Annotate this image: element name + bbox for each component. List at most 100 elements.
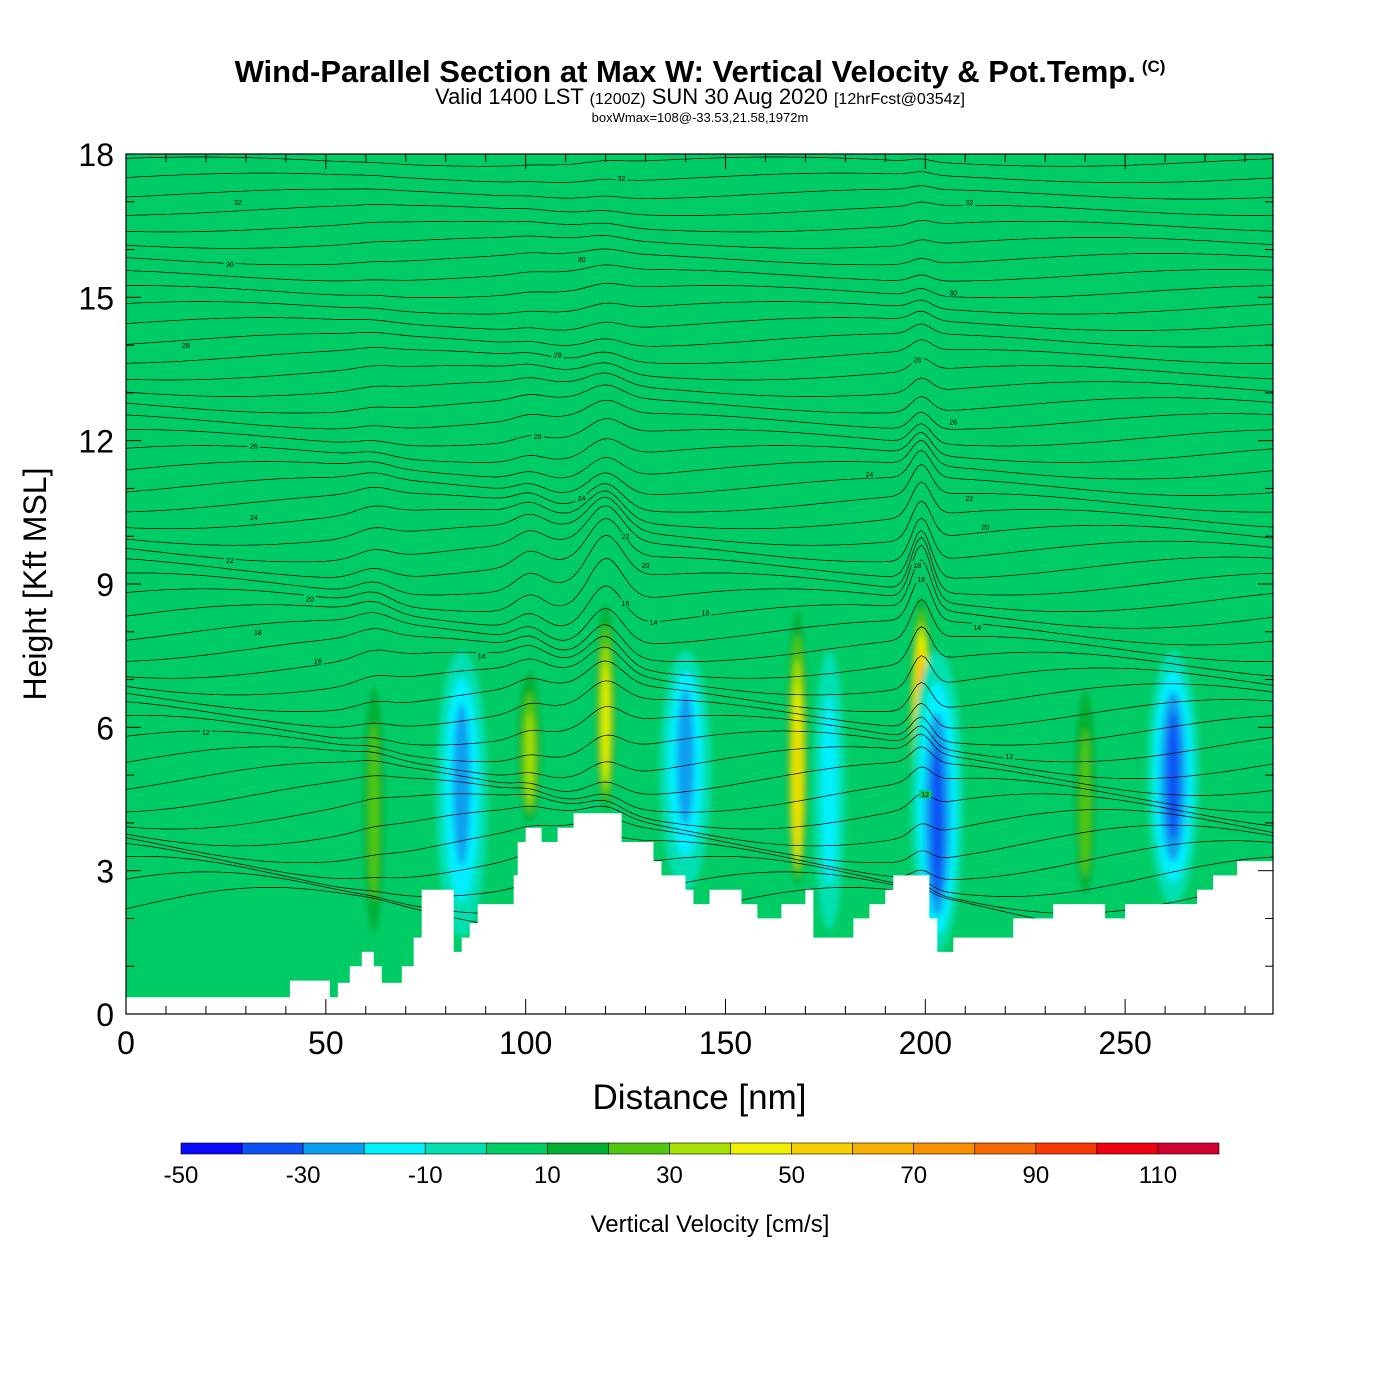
velocity-cell bbox=[357, 650, 390, 967]
colorbar-tick-label: 30 bbox=[656, 1162, 683, 1189]
theta-contour-line bbox=[126, 660, 1273, 712]
theta-contour-line bbox=[126, 399, 1273, 430]
x-tick-label: 250 bbox=[1098, 1025, 1151, 1061]
velocity-cell bbox=[659, 650, 712, 890]
colorbar-segment bbox=[363, 1142, 426, 1155]
chart-title-text: Wind-Parallel Section at Max W: Vertical… bbox=[234, 54, 1136, 89]
theta-contour-line bbox=[126, 264, 1273, 282]
theta-label: 20 bbox=[303, 594, 316, 603]
theta-label: 22 bbox=[619, 532, 632, 541]
colorbar-segment bbox=[608, 1142, 670, 1155]
theta-contour-line bbox=[126, 855, 1273, 897]
theta-contour-line bbox=[126, 706, 1273, 746]
theta-contour-line bbox=[126, 793, 1273, 830]
theta-label-text: 24 bbox=[865, 472, 873, 479]
velocity-band bbox=[821, 695, 838, 885]
theta-contour-line bbox=[126, 725, 1273, 763]
theta-contour-line bbox=[126, 282, 1273, 299]
velocity-cell bbox=[911, 650, 964, 952]
velocity-band bbox=[1166, 710, 1180, 841]
velocity-band bbox=[930, 743, 944, 899]
colorbar-tick-label: 70 bbox=[900, 1162, 927, 1189]
theta-contour-line bbox=[126, 357, 1273, 381]
theta-label-text: 26 bbox=[250, 443, 258, 450]
theta-label-text: 14 bbox=[478, 654, 486, 661]
colorbar-tick-label: -30 bbox=[286, 1162, 321, 1189]
theta-label-bg bbox=[947, 288, 960, 297]
theta-label-text: 14 bbox=[973, 625, 981, 632]
colorbar-segment bbox=[180, 1142, 243, 1155]
theta-contour-line bbox=[126, 505, 1273, 563]
theta-contour-line bbox=[126, 463, 1273, 513]
velocity-band bbox=[1079, 728, 1091, 878]
theta-label-text: 16 bbox=[622, 601, 630, 608]
theta-contour-line bbox=[126, 534, 1273, 596]
colorbar-segment bbox=[424, 1142, 487, 1155]
theta-label-text: 30 bbox=[578, 257, 586, 264]
theta-contour-line bbox=[126, 576, 1273, 646]
velocity-band bbox=[525, 713, 534, 806]
copyright-mark: (C) bbox=[1141, 57, 1166, 76]
theta-label-bg bbox=[475, 651, 488, 660]
theta-contour-line bbox=[126, 439, 1273, 480]
y-tick-label: 3 bbox=[96, 854, 114, 890]
theta-label-text: 16 bbox=[314, 658, 322, 665]
velocity-cell bbox=[813, 650, 846, 930]
theta-label-text: 28 bbox=[554, 353, 562, 360]
theta-label-bg bbox=[699, 608, 712, 617]
box-wmax-line: boxWmax=108@-33.53,21.58,1972m bbox=[591, 110, 809, 125]
theta-label: 30 bbox=[223, 259, 236, 269]
theta-label-bg bbox=[619, 599, 632, 608]
theta-label: 28 bbox=[179, 341, 192, 350]
theta-contour-line bbox=[126, 323, 1273, 348]
velocity-cell bbox=[435, 650, 488, 938]
colorbar-segment bbox=[1096, 1142, 1159, 1155]
velocity-cell bbox=[1069, 650, 1102, 913]
y-tick-label: 18 bbox=[78, 137, 114, 173]
theta-label-text: 24 bbox=[578, 496, 586, 503]
theta-label: 16 bbox=[619, 599, 632, 608]
theta-contour-line bbox=[126, 835, 1273, 880]
theta-contour-line bbox=[126, 805, 1273, 847]
theta-label-text: 20 bbox=[642, 563, 650, 570]
colorbar-tick-label: -50 bbox=[164, 1162, 199, 1189]
theta-label-bg bbox=[531, 431, 544, 440]
theta-contours bbox=[126, 156, 1273, 931]
theta-label-text: 12 bbox=[202, 730, 210, 737]
theta-label-bg bbox=[223, 259, 236, 268]
colorbar-segment bbox=[669, 1142, 731, 1155]
theta-label-bg bbox=[619, 532, 632, 541]
theta-label-bg bbox=[1003, 752, 1016, 760]
theta-label: 24 bbox=[575, 494, 588, 503]
colorbar-segment bbox=[485, 1142, 548, 1155]
theta-label-bg bbox=[911, 560, 924, 569]
theta-contour-line bbox=[126, 680, 1273, 729]
theta-contour-line bbox=[126, 310, 1273, 331]
x-tick-label: 0 bbox=[117, 1025, 135, 1061]
theta-label-bg bbox=[223, 556, 236, 565]
theta-label-bg bbox=[915, 575, 928, 584]
theta-label-text: 32 bbox=[965, 200, 973, 207]
theta-label-bg bbox=[639, 560, 652, 569]
valid-utc: (1200Z) bbox=[589, 91, 646, 108]
theta-label: 16 bbox=[915, 575, 928, 584]
theta-label: 18 bbox=[699, 608, 712, 618]
theta-label-bg bbox=[311, 656, 324, 665]
velocity-field bbox=[357, 584, 1200, 967]
theta-label: 14 bbox=[475, 651, 488, 661]
theta-label-bg bbox=[947, 417, 960, 426]
theta-label-bg bbox=[231, 197, 244, 206]
theta-label-text: 22 bbox=[622, 534, 630, 541]
theta-contour-line bbox=[126, 481, 1273, 530]
colorbar-segment bbox=[1035, 1142, 1098, 1155]
theta-label-text: 18 bbox=[913, 563, 921, 570]
theta-contour-line bbox=[126, 220, 1273, 233]
theta-contour-line bbox=[126, 766, 1273, 813]
theta-label-text: 24 bbox=[250, 515, 258, 522]
theta-label: 24 bbox=[247, 513, 260, 522]
theta-label-text: 18 bbox=[254, 630, 262, 637]
theta-label-text: 12 bbox=[921, 792, 929, 799]
theta-contour-line bbox=[126, 384, 1273, 414]
theta-label-bg bbox=[251, 627, 264, 636]
colorbar-segment bbox=[852, 1142, 915, 1155]
